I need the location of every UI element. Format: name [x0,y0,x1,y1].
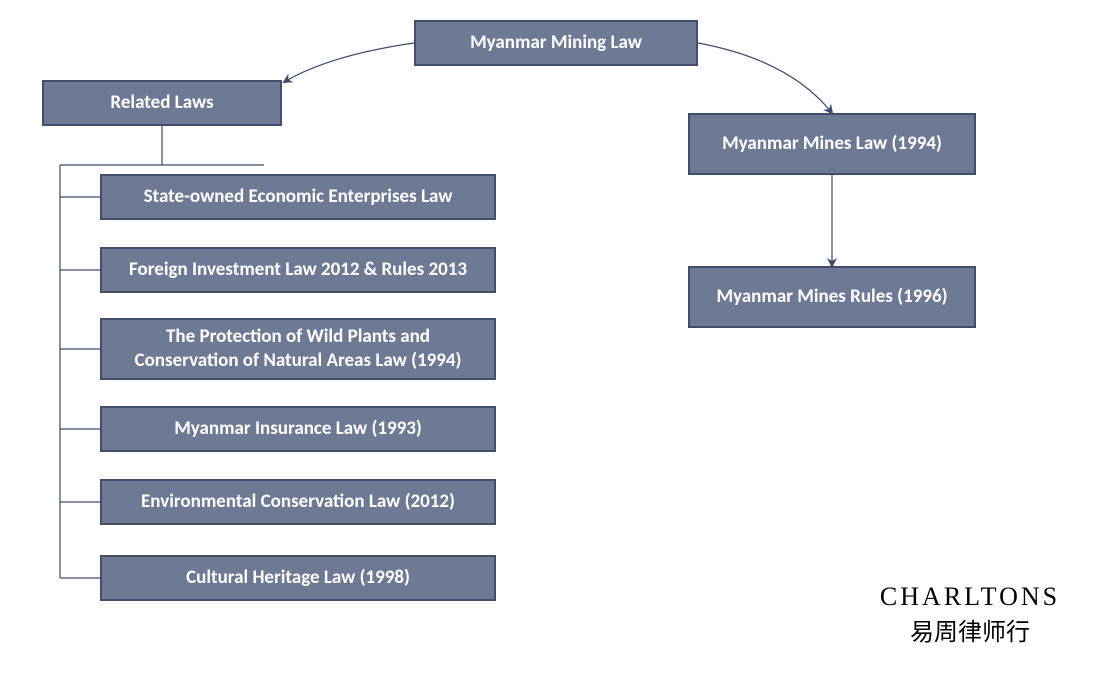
node-mines_law: Myanmar Mines Law (1994) [688,113,976,175]
brand-logo: CHARLTONS 易周律师行 [860,582,1080,647]
node-law6: Cultural Heritage Law (1998) [100,555,496,601]
node-root: Myanmar Mining Law [414,20,698,66]
node-law1: State-owned Economic Enterprises Law [100,174,496,220]
node-law2: Foreign Investment Law 2012 & Rules 2013 [100,247,496,293]
brand-logo-en: CHARLTONS [860,582,1080,612]
brand-logo-zh: 易周律师行 [860,612,1080,647]
node-mines_rules: Myanmar Mines Rules (1996) [688,266,976,328]
node-law3: The Protection of Wild Plants and Conser… [100,318,496,380]
node-law5: Environmental Conservation Law (2012) [100,479,496,525]
node-related: Related Laws [42,80,282,126]
node-law4: Myanmar Insurance Law (1993) [100,406,496,452]
